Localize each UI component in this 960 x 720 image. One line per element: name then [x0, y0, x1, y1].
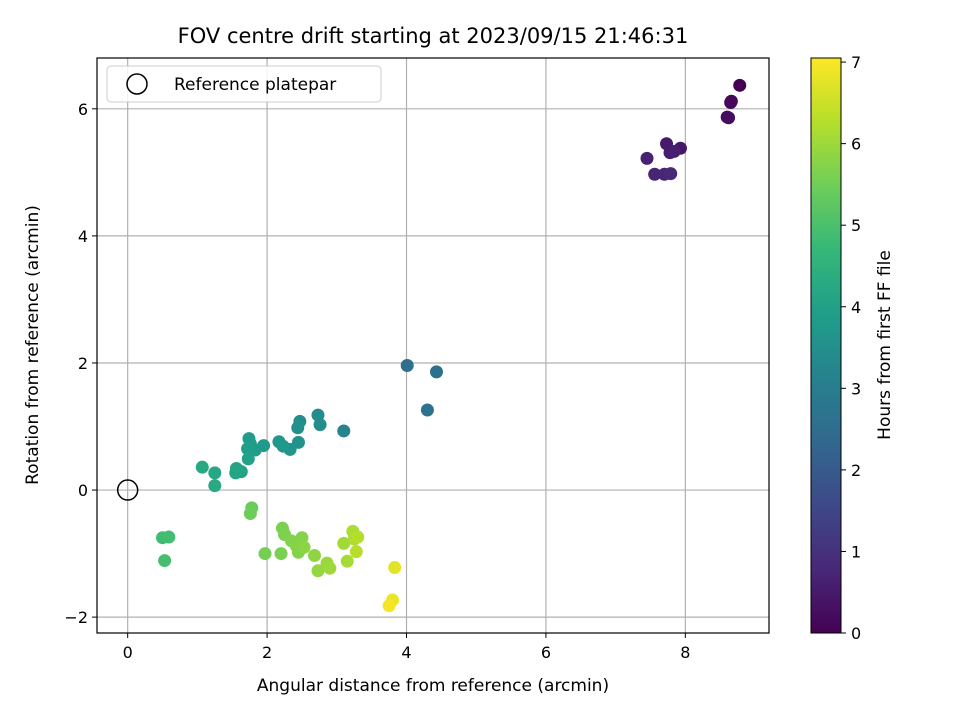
chart-title: FOV centre drift starting at 2023/09/15 …	[178, 24, 689, 48]
data-point	[313, 418, 327, 432]
y-tick-label: 4	[78, 227, 88, 246]
legend-marker-icon	[126, 73, 148, 95]
grid-lines	[97, 58, 769, 633]
colorbar-tick-label: 0	[851, 624, 861, 643]
data-point	[724, 95, 738, 109]
colorbar-tick-label: 3	[851, 379, 861, 398]
colorbar: 0 1 2 3 4 5 6 7 Hours from first FF file	[810, 53, 895, 643]
x-tick-label: 2	[262, 643, 272, 662]
data-point	[722, 111, 736, 125]
x-axis-ticks: 0 2 4 6 8	[123, 633, 690, 662]
data-point	[158, 554, 172, 568]
data-point	[337, 424, 351, 438]
data-point	[429, 365, 443, 379]
legend-label: Reference platepar	[174, 75, 336, 95]
x-tick-label: 6	[541, 643, 551, 662]
data-point	[162, 530, 176, 544]
colorbar-tick-label: 7	[851, 53, 861, 72]
data-point	[291, 421, 305, 435]
colorbar-label: Hours from first FF file	[875, 250, 895, 440]
data-point	[195, 460, 209, 474]
data-point	[243, 507, 257, 521]
data-point	[241, 452, 255, 466]
reference-marker-layer	[116, 479, 139, 501]
legend: Reference platepar	[106, 65, 382, 103]
plot-background	[97, 58, 769, 633]
y-axis-ticks: −2 0 2 4 6	[64, 100, 97, 627]
colorbar-tick-label: 2	[851, 461, 861, 480]
data-point	[664, 167, 678, 181]
data-point	[311, 564, 325, 578]
data-point	[340, 554, 354, 568]
legend-box	[106, 65, 382, 103]
colorbar-tick-label: 1	[851, 542, 861, 561]
x-tick-label: 0	[123, 643, 133, 662]
data-point	[323, 561, 337, 575]
colorbar-tick-label: 4	[851, 298, 861, 317]
colorbar-tick-label: 5	[851, 216, 861, 235]
reference-platepar-marker	[116, 479, 139, 501]
colorbar-tick-label: 6	[851, 135, 861, 154]
x-tick-label: 8	[680, 643, 690, 662]
plot-frame	[96, 57, 770, 634]
scatter-points	[156, 78, 747, 613]
plot-area: 0 2 4 6 8 −2 0 2 4 6	[64, 57, 770, 662]
y-tick-label: −2	[64, 608, 88, 627]
data-point	[274, 547, 288, 561]
colorbar-scale	[810, 57, 842, 634]
data-point	[208, 466, 222, 480]
data-point	[349, 545, 363, 559]
y-tick-label: 6	[78, 100, 88, 119]
data-point	[276, 439, 290, 453]
data-point	[258, 547, 272, 561]
data-point	[307, 548, 321, 562]
data-point	[733, 78, 747, 92]
data-point	[420, 403, 434, 417]
data-point	[667, 144, 681, 158]
data-point	[229, 466, 243, 480]
x-axis-label: Angular distance from reference (arcmin)	[257, 676, 609, 696]
y-tick-label: 2	[78, 354, 88, 373]
y-tick-label: 0	[78, 481, 88, 500]
data-point	[382, 599, 396, 613]
data-point	[400, 359, 414, 373]
data-point	[640, 151, 654, 165]
colorbar-ticks: 0 1 2 3 4 5 6 7	[841, 53, 861, 643]
data-point	[351, 530, 365, 544]
y-axis-label: Rotation from reference (arcmin)	[23, 205, 43, 485]
data-point	[241, 442, 255, 456]
data-point	[388, 561, 402, 575]
data-point	[208, 479, 222, 493]
x-tick-label: 4	[401, 643, 411, 662]
data-point	[297, 540, 311, 554]
data-point	[337, 536, 351, 550]
data-point	[648, 167, 662, 181]
